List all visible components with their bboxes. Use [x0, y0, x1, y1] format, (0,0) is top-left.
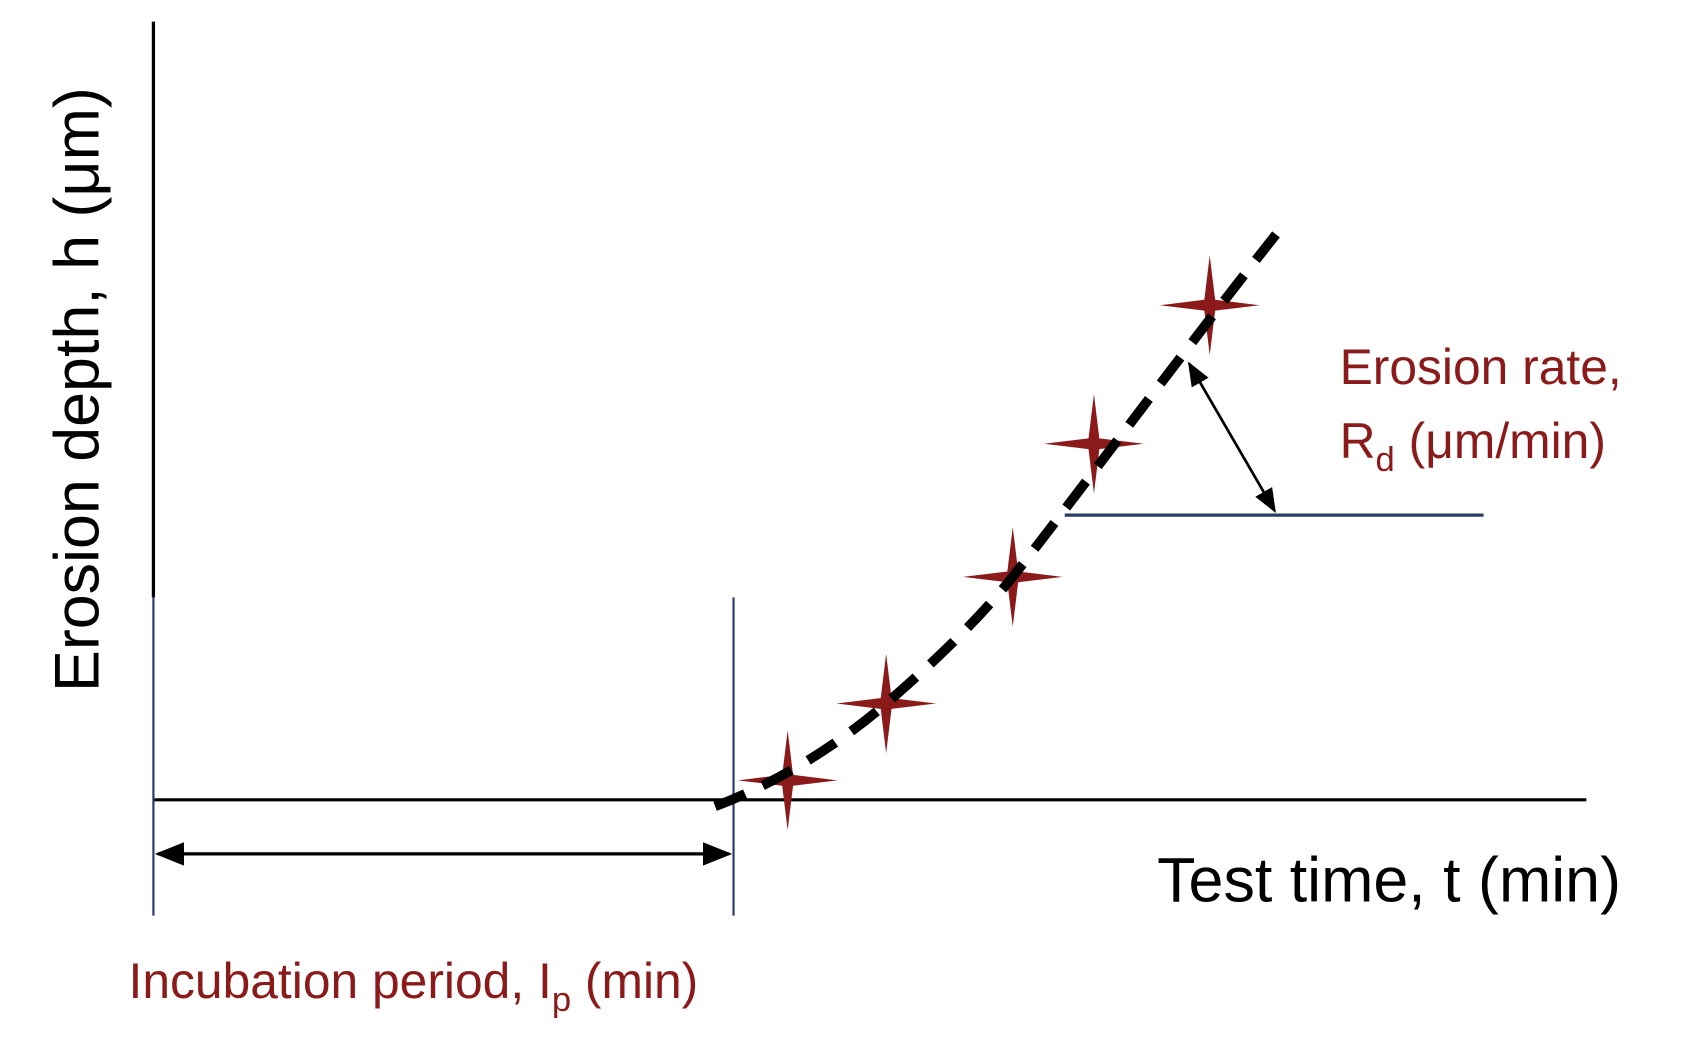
x-axis-label: Test time, t (min) — [1157, 846, 1621, 916]
rate-main: R — [1340, 413, 1376, 469]
rate-label: Rd (μm/min) — [1340, 413, 1606, 479]
incubation-label: Incubation period, Ip (min) — [129, 953, 699, 1019]
rate-sub: d — [1376, 441, 1395, 479]
rate-rest: (μm/min) — [1395, 413, 1606, 469]
incubation-rest: (min) — [571, 953, 698, 1009]
data-star — [1044, 393, 1144, 494]
y-axis-label: Erosion depth, h (μm) — [43, 87, 113, 692]
incubation-main: Incubation period, I — [129, 953, 552, 1009]
trend-line — [713, 222, 1288, 811]
rate-label: Erosion rate, — [1340, 339, 1622, 395]
rate-arrow — [1187, 361, 1276, 513]
incubation-sub: p — [552, 981, 571, 1019]
data-star — [836, 653, 936, 754]
data-star — [1159, 255, 1260, 355]
